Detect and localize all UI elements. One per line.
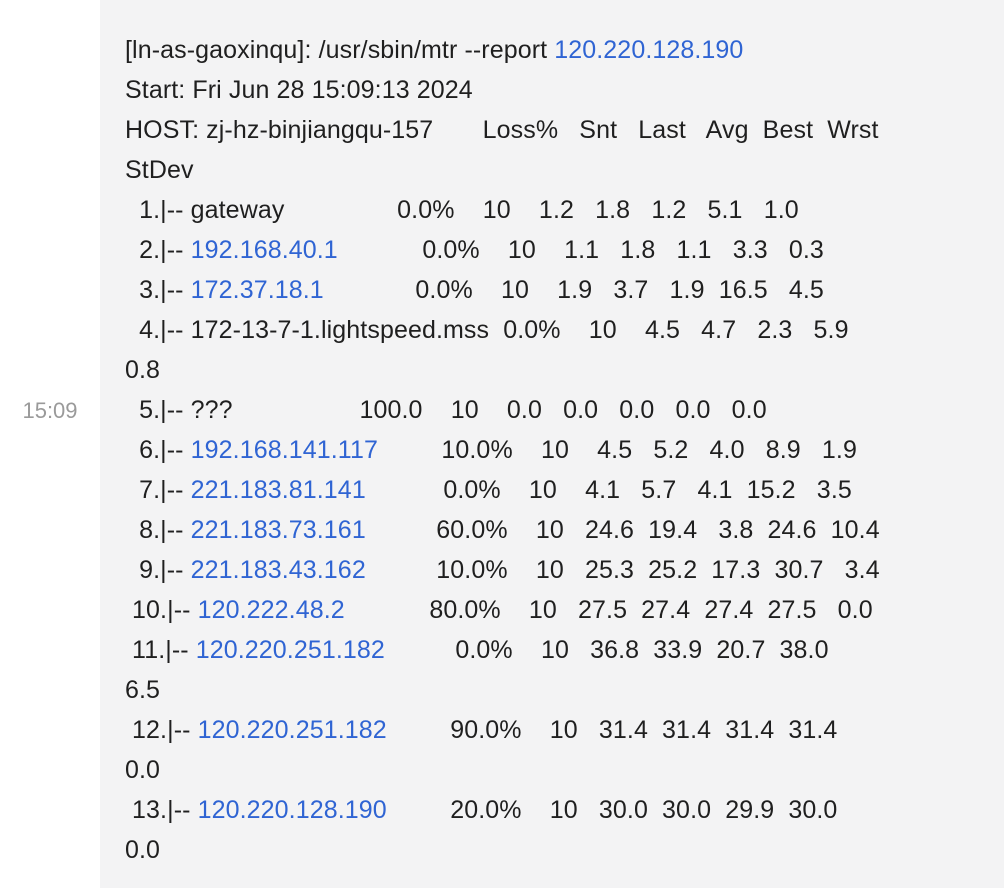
report-text: 20.0% 10 30.0 30.0 29.9 30.0 [386, 796, 838, 824]
report-text: 10.0% 10 25.3 25.2 17.3 30.7 3.4 [365, 556, 880, 584]
report-line: 6.5 [125, 670, 1004, 710]
report-text: 0.0% 10 36.8 33.9 20.7 38.0 [384, 636, 829, 664]
report-text: 10.0% 10 4.5 5.2 4.0 8.9 1.9 [377, 436, 857, 464]
report-text: 0.0% 10 1.9 3.7 1.9 16.5 4.5 [323, 276, 824, 304]
message-timestamp: 15:09 [22, 398, 78, 423]
report-text: 1.|-- gateway 0.0% 10 1.2 1.8 1.2 5.1 1.… [125, 196, 799, 224]
report-text: 6.|-- [125, 436, 191, 464]
mtr-report-text: [ln-as-gaoxinqu]: /usr/sbin/mtr --report… [125, 30, 1004, 870]
report-line: 11.|-- 120.220.251.182 0.0% 10 36.8 33.9… [125, 630, 1004, 670]
report-text: 11.|-- [125, 636, 196, 664]
ip-address-link[interactable]: 172.37.18.1 [190, 276, 324, 304]
report-text: 10.|-- [125, 596, 198, 624]
report-text: 2.|-- [125, 236, 191, 264]
ip-address-link[interactable]: 192.168.40.1 [190, 236, 338, 264]
report-text: Start: Fri Jun 28 15:09:13 2024 [125, 76, 473, 104]
report-text: 0.0% 10 4.1 5.7 4.1 15.2 3.5 [365, 476, 852, 504]
report-line: Start: Fri Jun 28 15:09:13 2024 [125, 70, 1004, 110]
report-text: 13.|-- [125, 796, 198, 824]
report-text: 80.0% 10 27.5 27.4 27.4 27.5 0.0 [344, 596, 873, 624]
ip-address-link[interactable]: 120.220.128.190 [554, 36, 744, 64]
report-text: 0.8 [125, 356, 161, 384]
report-line: 5.|-- ??? 100.0 10 0.0 0.0 0.0 0.0 0.0 [125, 390, 1004, 430]
ip-address-link[interactable]: 120.220.128.190 [197, 796, 387, 824]
ip-address-link[interactable]: 221.183.73.161 [190, 516, 366, 544]
message-bubble[interactable]: [ln-as-gaoxinqu]: /usr/sbin/mtr --report… [100, 0, 1004, 888]
report-text: 0.0% 10 1.1 1.8 1.1 3.3 0.3 [337, 236, 824, 264]
report-text: 0.0 [125, 756, 161, 784]
report-text: [ln-as-gaoxinqu]: /usr/sbin/mtr --report [125, 36, 555, 64]
report-line: 9.|-- 221.183.43.162 10.0% 10 25.3 25.2 … [125, 550, 1004, 590]
report-text: 6.5 [125, 676, 161, 704]
report-line: 0.8 [125, 350, 1004, 390]
report-line: 4.|-- 172-13-7-1.lightspeed.mss 0.0% 10 … [125, 310, 1004, 350]
report-line: HOST: zj-hz-binjiangqu-157 Loss% Snt Las… [125, 110, 1004, 150]
report-line: 8.|-- 221.183.73.161 60.0% 10 24.6 19.4 … [125, 510, 1004, 550]
report-text: 90.0% 10 31.4 31.4 31.4 31.4 [386, 716, 838, 744]
report-line: [ln-as-gaoxinqu]: /usr/sbin/mtr --report… [125, 30, 1004, 70]
report-text: 60.0% 10 24.6 19.4 3.8 24.6 10.4 [365, 516, 880, 544]
report-line: 13.|-- 120.220.128.190 20.0% 10 30.0 30.… [125, 790, 1004, 830]
report-text: 3.|-- [125, 276, 191, 304]
report-line: 12.|-- 120.220.251.182 90.0% 10 31.4 31.… [125, 710, 1004, 750]
report-text: 4.|-- 172-13-7-1.lightspeed.mss 0.0% 10 … [125, 316, 849, 344]
report-line: 2.|-- 192.168.40.1 0.0% 10 1.1 1.8 1.1 3… [125, 230, 1004, 270]
report-text: 8.|-- [125, 516, 191, 544]
report-text: HOST: zj-hz-binjiangqu-157 Loss% Snt Las… [125, 116, 879, 144]
report-text: StDev [125, 156, 194, 184]
report-line: 0.0 [125, 750, 1004, 790]
report-line: 6.|-- 192.168.141.117 10.0% 10 4.5 5.2 4… [125, 430, 1004, 470]
ip-address-link[interactable]: 120.220.251.182 [197, 716, 387, 744]
report-line: 10.|-- 120.222.48.2 80.0% 10 27.5 27.4 2… [125, 590, 1004, 630]
ip-address-link[interactable]: 120.220.251.182 [195, 636, 385, 664]
ip-address-link[interactable]: 192.168.141.117 [190, 436, 378, 464]
report-text: 9.|-- [125, 556, 191, 584]
report-line: 3.|-- 172.37.18.1 0.0% 10 1.9 3.7 1.9 16… [125, 270, 1004, 310]
report-text: 7.|-- [125, 476, 191, 504]
report-text: 12.|-- [125, 716, 198, 744]
report-line: 0.0 [125, 830, 1004, 870]
ip-address-link[interactable]: 221.183.43.162 [190, 556, 366, 584]
report-text: 5.|-- ??? 100.0 10 0.0 0.0 0.0 0.0 0.0 [125, 396, 767, 424]
report-line: 7.|-- 221.183.81.141 0.0% 10 4.1 5.7 4.1… [125, 470, 1004, 510]
ip-address-link[interactable]: 120.222.48.2 [197, 596, 345, 624]
ip-address-link[interactable]: 221.183.81.141 [190, 476, 366, 504]
report-text: 0.0 [125, 836, 161, 864]
report-line: 1.|-- gateway 0.0% 10 1.2 1.8 1.2 5.1 1.… [125, 190, 1004, 230]
report-line: StDev [125, 150, 1004, 190]
